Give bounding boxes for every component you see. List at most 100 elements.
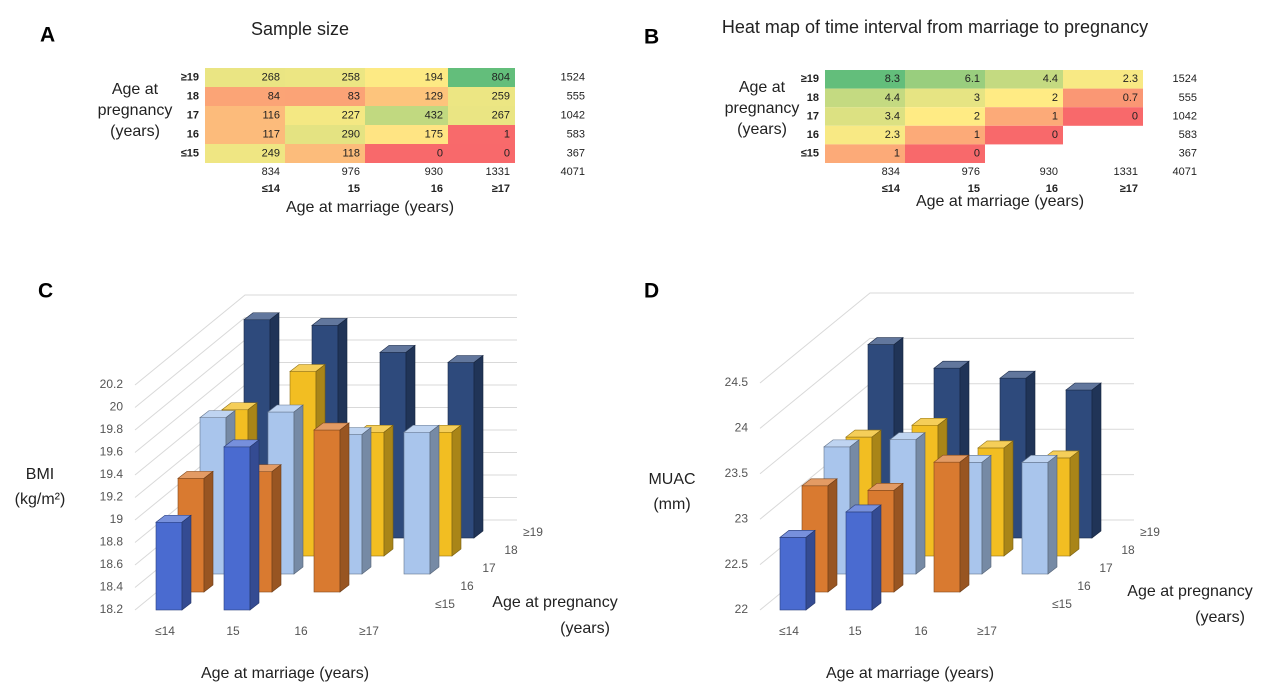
row-total: 555 — [1179, 92, 1197, 104]
heat-cell — [365, 125, 448, 144]
column-total: 1331 — [486, 166, 510, 178]
cell-value: 1 — [974, 129, 980, 141]
bar-side — [271, 464, 282, 593]
y-tick-label: 22.5 — [725, 557, 749, 571]
bar-front — [403, 431, 431, 575]
heat-cell — [905, 70, 985, 89]
column-label: 15 — [968, 183, 980, 195]
grand-total: 4071 — [561, 166, 585, 178]
row-label: 16 — [187, 128, 199, 140]
row-total: 367 — [567, 147, 585, 159]
heat-cell — [448, 87, 515, 106]
bar-side — [249, 439, 260, 611]
heat-cell — [905, 125, 985, 145]
bar-side — [1069, 450, 1080, 557]
cell-value: 3.4 — [885, 110, 900, 122]
x-tick-label: ≤14 — [779, 624, 799, 638]
y-axis-title: pregnancy — [725, 100, 800, 117]
heat-cell — [985, 125, 1063, 145]
bar-side — [451, 424, 462, 557]
y-tick-label: 20 — [110, 400, 124, 414]
cell-value: 2 — [1052, 92, 1058, 104]
heat-cell — [905, 144, 985, 163]
cell-value: 2.3 — [1123, 73, 1138, 85]
cell-value: 0 — [504, 147, 510, 159]
bar-front — [845, 511, 873, 611]
heat-cell — [285, 68, 365, 87]
cell-value: 4.4 — [885, 92, 900, 104]
grid-line — [134, 317, 517, 408]
panel-title: Heat map of time interval from marriage … — [722, 17, 1148, 37]
row-total: 367 — [1179, 148, 1197, 160]
cell-value: 129 — [425, 90, 443, 102]
column-total: 1331 — [1114, 166, 1138, 178]
x-axis-title: Age at marriage (years) — [826, 665, 994, 682]
row-label: ≤15 — [181, 147, 199, 159]
depth-axis-title: Age at pregnancy — [492, 594, 617, 611]
cell-value: 0.7 — [1123, 92, 1138, 104]
cell-value: 118 — [342, 147, 360, 159]
heat-cell — [205, 106, 285, 125]
depth-axis-title: Age at pregnancy — [1127, 583, 1252, 600]
bar-side — [915, 432, 926, 575]
cell-value: 6.1 — [965, 73, 980, 85]
y-tick-label: 20.2 — [100, 377, 124, 391]
y-axis-title: Age at — [739, 79, 786, 96]
bar — [223, 439, 260, 611]
heat-cell — [285, 125, 365, 144]
heat-cell — [905, 107, 985, 126]
bar-side — [959, 454, 970, 593]
cell-value: 194 — [425, 71, 443, 83]
bar-side — [871, 504, 882, 611]
x-axis-title: Age at marriage (years) — [286, 199, 454, 216]
cell-value: 2.3 — [885, 129, 900, 141]
heat-cell — [285, 144, 365, 163]
panel-title: Sample size — [251, 19, 349, 39]
column-total: 834 — [262, 166, 280, 178]
heat-cell — [825, 144, 905, 163]
x-tick-label: 15 — [226, 624, 240, 638]
column-label: ≥17 — [1120, 183, 1138, 195]
row-label: ≤15 — [801, 148, 819, 160]
heat-cell — [448, 125, 515, 144]
y-axis-title: (years) — [110, 123, 160, 140]
cell-value: 259 — [492, 90, 510, 102]
depth-tick-label: 17 — [482, 561, 496, 575]
cell-value: 0 — [1132, 110, 1138, 122]
y-tick-label: 19.6 — [100, 445, 124, 459]
heat-cell — [448, 68, 515, 87]
bar — [313, 422, 350, 593]
column-label: ≤14 — [262, 183, 281, 195]
cell-value: 0 — [974, 148, 980, 160]
heat-cell — [985, 88, 1063, 108]
bar-front — [313, 429, 341, 593]
y-tick-label: 18.8 — [100, 535, 124, 549]
heat-cell — [825, 70, 905, 89]
y-tick-label: 19.8 — [100, 422, 124, 436]
y-tick-label: 24 — [735, 421, 749, 435]
cell-value: 290 — [342, 128, 360, 140]
y-tick-label: 22 — [735, 602, 749, 616]
row-total: 1042 — [1173, 110, 1197, 122]
bar-side — [827, 478, 838, 593]
row-total: 1042 — [561, 109, 585, 121]
panel-letter: C — [38, 280, 53, 303]
y-tick-label: 19.2 — [100, 490, 124, 504]
bar-side — [805, 529, 816, 611]
row-total: 1524 — [1173, 73, 1197, 85]
depth-tick-label: 16 — [1077, 579, 1091, 593]
y-tick-label: 23.5 — [725, 466, 749, 480]
cell-value: 3 — [974, 92, 980, 104]
cell-value: 8.3 — [885, 73, 900, 85]
panel-letter: B — [644, 26, 659, 49]
heat-cell — [1063, 70, 1143, 89]
column-total: 834 — [882, 166, 900, 178]
depth-tick-label: ≥19 — [1140, 525, 1160, 539]
bar-side — [429, 424, 440, 575]
heat-cell — [205, 144, 285, 163]
x-tick-label: 16 — [914, 624, 928, 638]
depth-tick-label: 18 — [1121, 543, 1135, 557]
panel-letter: D — [644, 280, 659, 303]
grand-total: 4071 — [1173, 166, 1197, 178]
